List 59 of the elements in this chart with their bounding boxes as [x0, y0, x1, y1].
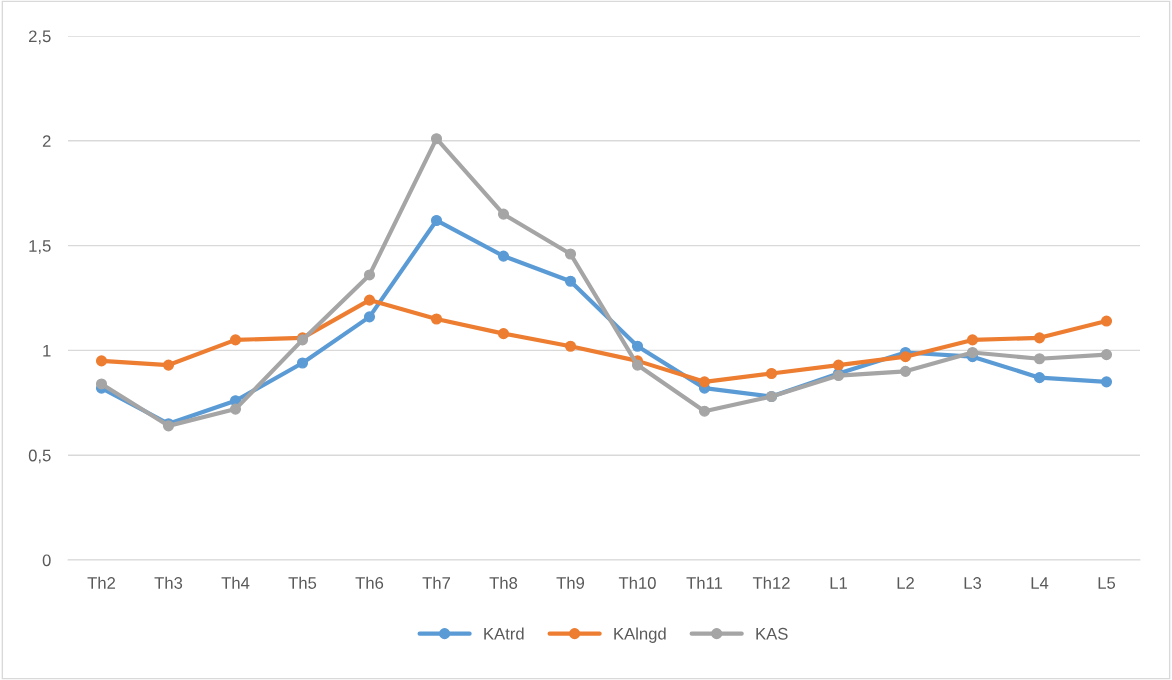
point	[765, 367, 778, 380]
point	[564, 275, 577, 287]
x-tick-label: L1	[830, 577, 847, 589]
x-tick-label: L3	[964, 577, 982, 589]
y-tick-label: 0	[42, 554, 51, 567]
point	[698, 405, 711, 417]
x-tick-label: L4	[1031, 577, 1049, 589]
y-tick-label: 1,5	[29, 240, 51, 254]
point	[363, 269, 376, 281]
point	[430, 133, 443, 145]
point	[229, 403, 242, 415]
y-tick-label: 1	[43, 344, 51, 357]
x-tick-label: Th3	[154, 576, 183, 589]
x-tick-label: Th2	[87, 576, 116, 589]
point	[430, 214, 443, 227]
point	[1100, 349, 1113, 361]
x-tick-label: L2	[897, 577, 914, 589]
x-tick-label: L5	[1098, 577, 1116, 589]
legend-label: KAtrd	[484, 627, 524, 640]
point	[363, 311, 376, 323]
x-tick-label: Th10	[618, 576, 656, 589]
x-tick-label: Th8	[489, 576, 518, 589]
point	[296, 357, 309, 369]
point	[229, 334, 242, 346]
point	[564, 248, 577, 260]
x-tick-label: Th4	[221, 576, 250, 589]
point	[95, 378, 108, 390]
y-tick-label: 0,5	[28, 449, 51, 464]
point	[832, 359, 845, 371]
point	[899, 365, 912, 377]
y-tick-label: 2	[42, 135, 51, 147]
point	[363, 294, 376, 306]
x-tick-label: Th11	[686, 576, 723, 589]
x-tick-label: Th7	[422, 576, 451, 589]
point	[966, 334, 979, 346]
point	[497, 250, 510, 262]
point	[631, 340, 644, 352]
point	[430, 313, 443, 325]
point	[162, 359, 175, 371]
point	[698, 376, 711, 388]
point	[966, 346, 979, 359]
y-tick-label: 2,5	[29, 30, 51, 45]
point	[564, 340, 577, 352]
point	[1100, 376, 1113, 388]
point	[95, 355, 108, 367]
point	[497, 328, 510, 340]
x-tick-label: Th6	[355, 576, 384, 589]
legend-label: KAS	[756, 627, 788, 640]
point	[1100, 315, 1113, 327]
point	[1033, 332, 1046, 344]
x-tick-label: Th9	[556, 576, 585, 589]
x-tick-label: Th12	[752, 576, 790, 589]
x-tick-label: Th5	[288, 576, 317, 589]
legend-label: KAlngd	[614, 627, 666, 643]
point	[899, 351, 912, 363]
point	[1033, 372, 1046, 384]
point	[1033, 353, 1046, 365]
point	[631, 359, 644, 371]
point	[497, 208, 510, 220]
